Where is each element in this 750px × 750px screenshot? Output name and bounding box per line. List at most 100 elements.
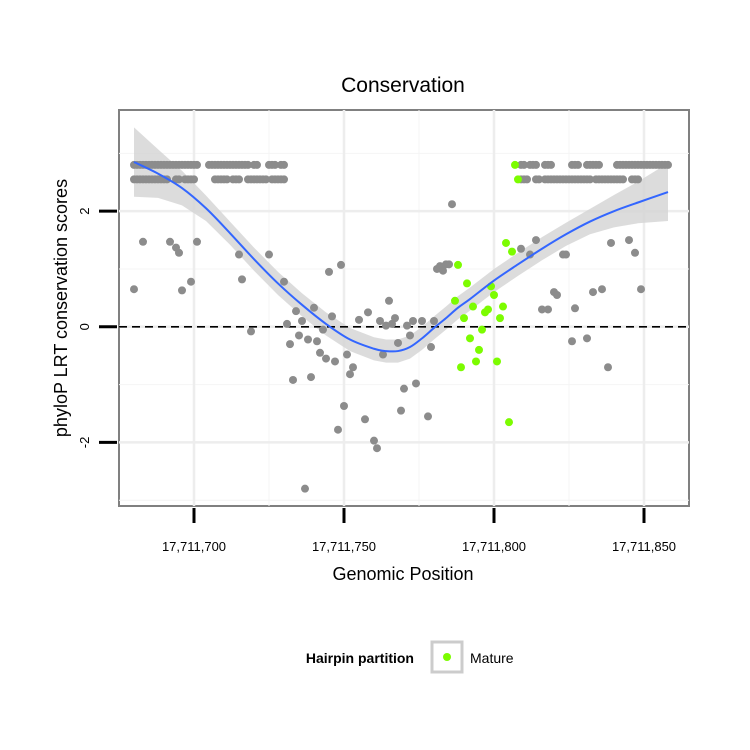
chart-title: Conservation: [341, 74, 465, 97]
point-other: [235, 175, 243, 184]
point-mature: [457, 363, 465, 372]
point-other: [418, 317, 426, 326]
y-tick-label: 2: [77, 208, 92, 215]
point-other: [238, 275, 246, 284]
point-other: [403, 321, 411, 330]
point-mature: [499, 302, 507, 311]
point-other: [193, 160, 201, 169]
point-other: [448, 200, 456, 209]
point-other: [331, 357, 339, 366]
x-tick-label: 17,711,850: [612, 539, 676, 554]
point-other: [406, 331, 414, 340]
point-other: [373, 444, 381, 453]
point-other: [166, 237, 174, 246]
point-other: [427, 343, 435, 352]
plot-background: [118, 109, 690, 507]
point-mature: [514, 175, 522, 184]
x-tick-label: 17,711,750: [312, 539, 376, 554]
point-other: [619, 175, 627, 184]
point-other: [412, 379, 420, 388]
point-other: [304, 335, 312, 344]
point-other: [292, 307, 300, 316]
point-other: [319, 325, 327, 334]
point-other: [235, 250, 243, 259]
point-other: [253, 160, 261, 169]
point-mature: [460, 314, 468, 323]
point-other: [355, 315, 363, 324]
point-other: [586, 175, 594, 184]
point-mature: [484, 305, 492, 314]
point-mature: [508, 247, 516, 256]
point-mature: [475, 345, 483, 354]
point-other: [340, 401, 348, 410]
point-other: [562, 250, 570, 259]
point-other: [379, 350, 387, 359]
point-mature: [451, 296, 459, 305]
point-mature: [472, 357, 480, 366]
point-other: [532, 160, 540, 169]
point-mature: [511, 160, 519, 169]
point-other: [574, 160, 582, 169]
y-axis: -2 0 2: [77, 208, 117, 449]
legend-key-mature-dot: [443, 653, 451, 661]
point-other: [322, 354, 330, 363]
point-other: [589, 288, 597, 297]
point-mature: [466, 334, 474, 343]
point-other: [178, 286, 186, 295]
point-other: [346, 370, 354, 379]
point-other: [349, 363, 357, 372]
point-other: [301, 484, 309, 493]
point-other: [583, 334, 591, 343]
x-tick-label: 17,711,700: [162, 539, 226, 554]
point-other: [637, 285, 645, 294]
y-axis-title: phyloP LRT conservation scores: [51, 179, 71, 437]
point-other: [535, 175, 543, 184]
x-axis: 17,711,700 17,711,750 17,711,800 17,711,850: [162, 508, 676, 554]
point-other: [382, 321, 390, 330]
point-other: [553, 290, 561, 299]
point-other: [316, 348, 324, 357]
point-other: [520, 160, 528, 169]
point-other: [538, 305, 546, 314]
point-other: [664, 160, 672, 169]
point-other: [334, 425, 342, 434]
point-other: [187, 277, 195, 286]
point-other: [310, 303, 318, 312]
point-other: [595, 160, 603, 169]
point-other: [244, 160, 252, 169]
point-other: [271, 160, 279, 169]
point-other: [625, 236, 633, 245]
point-other: [604, 363, 612, 372]
point-other: [424, 412, 432, 421]
point-other: [298, 317, 306, 326]
point-other: [598, 285, 606, 294]
y-tick-label: -2: [77, 437, 92, 449]
point-other: [295, 331, 303, 340]
point-other: [307, 373, 315, 382]
point-mature: [454, 260, 462, 269]
point-other: [337, 260, 345, 269]
point-other: [175, 248, 183, 257]
point-other: [517, 244, 525, 253]
legend-title: Hairpin partition: [306, 650, 414, 666]
point-other: [247, 327, 255, 336]
legend-label-mature: Mature: [470, 650, 514, 666]
point-other: [139, 237, 147, 246]
point-other: [130, 285, 138, 294]
point-other: [397, 406, 405, 415]
point-other: [343, 350, 351, 359]
point-other: [439, 266, 447, 275]
point-other: [313, 337, 321, 346]
point-other: [280, 277, 288, 286]
point-other: [193, 237, 201, 246]
point-other: [523, 175, 531, 184]
point-other: [532, 236, 540, 245]
point-other: [280, 160, 288, 169]
smooth-line: [133, 161, 669, 353]
point-other: [265, 250, 273, 259]
x-axis-title: Genomic Position: [332, 564, 473, 584]
point-other: [571, 304, 579, 313]
point-other: [394, 338, 402, 347]
point-other: [607, 238, 615, 247]
